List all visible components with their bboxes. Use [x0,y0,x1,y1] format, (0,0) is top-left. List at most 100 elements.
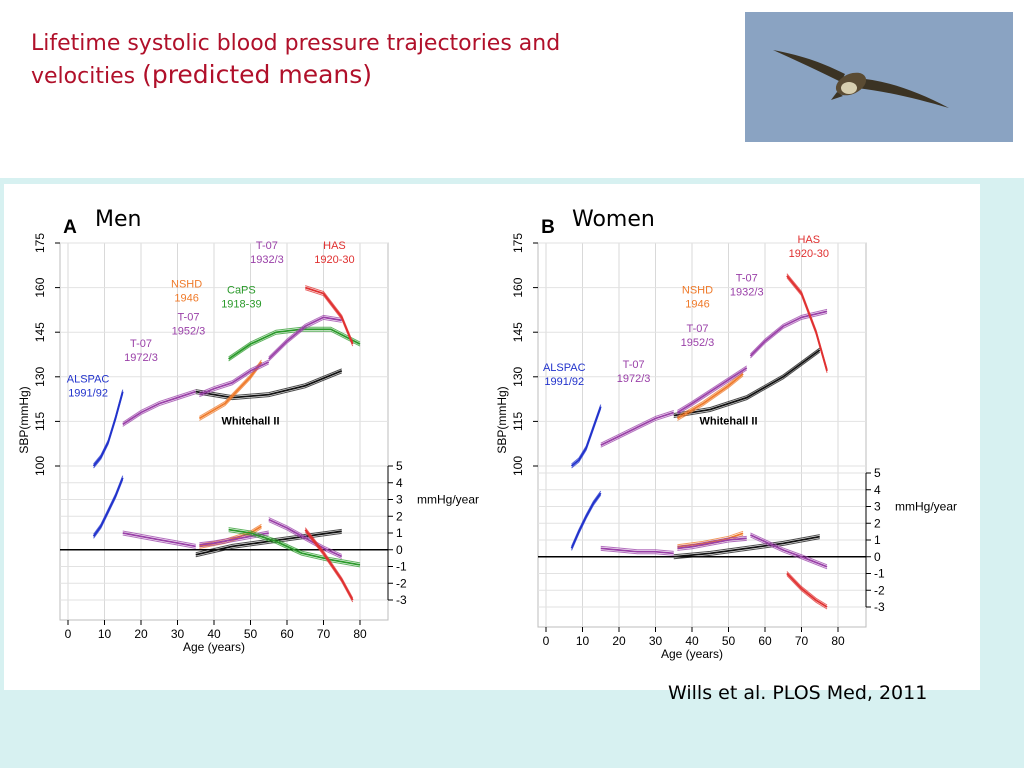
cohort-label-line: 1991/92 [544,376,584,388]
cohort-label: NSHD 1946 [171,279,202,305]
cohort-label-line: 1920-30 [314,254,354,266]
velocity-line-alspac [92,477,124,537]
sbp-line-caps-1918-39 [228,330,361,362]
sbp-line-nshd-1946 [199,363,262,421]
velocity-line-whitehall-ii [673,538,820,560]
velocity-tick-label: 4 [874,483,881,497]
y-tick-label: 145 [33,322,47,342]
velocity-line-t-07-1972-3 [600,547,674,555]
sbp-line-t-07-1972-3 [122,393,196,427]
velocity-line-alspac [93,479,124,539]
velocity-line-has-1920-30 [304,531,354,603]
cohort-label-line: 1946 [685,299,709,311]
velocity-tick-label: -2 [396,576,407,590]
falcon-belly [841,82,857,94]
cohort-label-line: T-07 [177,311,199,323]
falcon-in-flight-photo [745,12,1013,142]
header-women: Women [572,207,655,232]
y-tick-label: 115 [511,412,525,431]
sbp-line-alspac [93,393,124,469]
cohort-label: T-07 1952/3 [172,311,206,337]
cohort-label: ALSPAC 1991/92 [543,362,586,388]
sbp-line-t-07-1952-3 [676,367,748,414]
velocity-line-has-1920-30 [786,572,828,608]
sbp-line-t-07-1932-3 [268,314,342,358]
sbp-line-t-07-1952-3 [677,365,748,411]
y-tick-label: 175 [33,233,47,253]
velocity-tick-label: -1 [396,560,407,574]
x-axis-label: Age (years) [661,647,723,661]
velocity-line-t-07-1932-3 [750,534,828,568]
x-tick-label: 40 [207,627,221,641]
cohort-label-line: 1972/3 [124,352,158,364]
sbp-line-caps-1918-39 [228,326,361,358]
velocity-line-whitehall-ii [195,532,342,558]
velocity-line-t-07-1972-3 [122,534,196,549]
y-tick-label: 130 [33,366,47,386]
x-tick-label: 40 [685,634,699,648]
sbp-line-t-07-1972-3 [122,389,196,423]
sbp-line-alspac [93,389,124,465]
sbp-line-t-07-1932-3 [268,316,342,360]
sbp-line-t-07-1952-3 [677,369,748,415]
velocity-line-t-07-1932-3 [750,532,828,566]
sky-background [745,12,1013,142]
cohort-label-line: HAS [797,234,820,246]
sbp-line-whitehall-ii [195,368,342,397]
whitehall-label: Whitehall II [699,415,757,427]
x-tick-label: 80 [831,634,845,648]
cohort-label-line: NSHD [682,285,713,297]
velocity-axis-label: mmHg/year [417,493,479,507]
sbp-line-t-07-1972-3 [600,411,675,446]
velocity-line-caps-1918-39 [228,531,361,568]
velocity-tick-label: 2 [396,509,403,523]
sbp-line-nshd-1946 [677,375,744,421]
cohort-label-line: 1946 [174,293,198,305]
velocity-tick-label: 5 [396,459,403,473]
velocity-line-t-07-1952-3 [677,539,747,551]
x-tick-label: 60 [758,634,772,648]
velocity-line-t-07-1932-3 [268,518,343,558]
cohort-label-line: 1932/3 [730,287,764,299]
cohort-label-line: 1918-39 [221,299,261,311]
sbp-line-alspac [92,391,124,467]
title-line-2-emphasis: (predicted means) [142,60,373,89]
velocity-line-alspac [571,494,602,551]
cohort-label: T-07 1972/3 [124,338,158,364]
y-tick-label: 145 [511,322,525,342]
cohort-label: ALSPAC 1991/92 [67,374,110,400]
whitehall-label: Whitehall II [221,415,279,427]
x-tick-label: 30 [649,634,663,648]
velocity-tick-label: -3 [874,600,885,614]
x-tick-label: 50 [722,634,736,648]
velocity-line-alspac [570,492,602,549]
velocity-line-has-1920-30 [304,529,354,601]
title-line-2: velocities [31,64,143,89]
panel-letter: A [63,217,77,238]
cohort-label: T-07 1932/3 [730,273,764,299]
velocity-line-caps-1918-39 [228,527,361,564]
velocity-line-t-07-1972-3 [122,530,196,545]
x-tick-label: 70 [317,627,331,641]
sbp-line-has-1920-30 [305,289,354,347]
velocity-line-t-07-1972-3 [122,532,196,548]
x-tick-label: 80 [353,627,367,641]
sbp-line-nshd-1946 [677,371,744,417]
y-tick-label: 115 [33,412,47,431]
citation: Wills et al. PLOS Med, 2011 [668,682,928,704]
velocity-line-t-07-1972-3 [600,549,674,556]
cohort-label-line: 1952/3 [172,325,206,337]
sbp-line-alspac [571,408,602,469]
sbp-line-whitehall-ii [195,370,343,399]
cohort-label-line: 1920-30 [789,248,829,260]
cohort-label-line: 1952/3 [681,337,715,349]
velocity-axis-label: mmHg/year [895,500,957,514]
cohort-label-line: CaPS [227,285,256,297]
velocity-tick-label: 2 [874,516,881,530]
sbp-line-whitehall-ii [673,347,821,414]
cohort-label: CaPS 1918-39 [221,285,261,311]
x-tick-label: 50 [244,627,258,641]
sbp-line-t-07-1952-3 [199,363,269,398]
cohort-label-line: T-07 [256,240,278,252]
velocity-line-has-1920-30 [304,527,354,599]
